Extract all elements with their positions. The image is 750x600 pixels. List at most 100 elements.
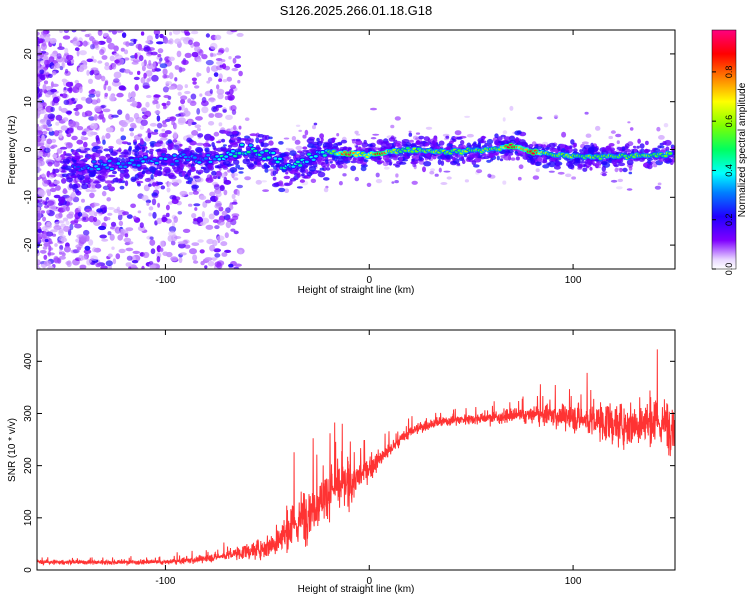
heatmap-noise-cell — [41, 134, 45, 142]
heatmap-noise-cell — [61, 60, 65, 68]
spectral-heatmap — [37, 30, 675, 269]
heatmap-noise-cell — [608, 135, 613, 140]
heatmap-noise-cell — [342, 164, 348, 169]
heatmap-band-cell — [584, 159, 589, 164]
heatmap-noise-cell — [162, 74, 168, 79]
heatmap-noise-cell — [68, 86, 73, 94]
heatmap-noise-cell — [93, 114, 98, 121]
heatmap-noise-cell — [74, 223, 82, 229]
heatmap-noise-cell — [113, 71, 122, 79]
heatmap-band-cell — [483, 155, 490, 160]
heatmap-band-cell — [503, 136, 511, 141]
heatmap-noise-cell — [88, 78, 93, 85]
heatmap-noise-cell — [120, 121, 128, 128]
heatmap-noise-cell — [146, 202, 150, 206]
heatmap-noise-cell — [91, 142, 99, 148]
heatmap-noise-cell — [53, 180, 60, 185]
heatmap-band-cell — [639, 143, 645, 149]
heatmap-noise-cell — [45, 188, 52, 194]
heatmap-noise-cell — [156, 115, 161, 122]
heatmap-noise-cell — [193, 218, 198, 222]
y-tick-label: 300 — [23, 405, 34, 422]
heatmap-band-cell — [410, 161, 418, 165]
heatmap-noise-cell — [40, 60, 45, 64]
heatmap-band-cell — [211, 170, 217, 176]
heatmap-band-cell — [554, 161, 561, 167]
heatmap-noise-cell — [196, 216, 203, 224]
heatmap-noise-cell — [197, 239, 204, 243]
heatmap-noise-cell — [236, 189, 240, 197]
heatmap-noise-cell — [101, 238, 109, 242]
heatmap-noise-cell — [113, 45, 119, 52]
heatmap-band-cell — [352, 156, 361, 161]
y-tick-label: 20 — [23, 48, 34, 60]
heatmap-band-cell — [108, 174, 116, 178]
heatmap-noise-cell — [584, 111, 589, 115]
heatmap-noise-cell — [125, 113, 130, 121]
heatmap-noise-cell — [295, 145, 303, 151]
heatmap-band-cell — [161, 132, 168, 138]
heatmap-noise-cell — [78, 66, 85, 73]
heatmap-band-cell — [68, 169, 74, 173]
heatmap-ridge-cell — [266, 156, 271, 159]
heatmap-noise-cell — [53, 161, 60, 168]
spectrogram-frame — [36, 29, 676, 270]
heatmap-band-cell — [243, 138, 248, 141]
heatmap-noise-cell — [51, 138, 57, 143]
heatmap-noise-cell — [111, 63, 117, 70]
heatmap-noise-cell — [151, 198, 157, 206]
heatmap-band-cell — [389, 161, 392, 166]
heatmap-noise-cell — [213, 72, 219, 77]
heatmap-noise-cell — [338, 181, 343, 186]
heatmap-noise-cell — [214, 34, 222, 41]
heatmap-noise-cell — [129, 71, 133, 75]
heatmap-noise-cell — [37, 77, 40, 83]
heatmap-band-cell — [163, 173, 171, 177]
heatmap-band-cell — [418, 135, 425, 140]
heatmap-band-cell — [95, 183, 102, 189]
heatmap-band-cell — [611, 159, 617, 165]
heatmap-band-cell — [302, 146, 308, 150]
heatmap-band-cell — [139, 140, 145, 145]
heatmap-noise-cell — [130, 103, 137, 107]
heatmap-noise-cell — [141, 265, 145, 269]
heatmap-band-cell — [202, 142, 211, 147]
heatmap-band-cell — [278, 180, 284, 187]
heatmap-band-cell — [619, 168, 623, 173]
heatmap-noise-cell — [535, 168, 540, 173]
heatmap-noise-cell — [142, 251, 150, 259]
heatmap-noise-cell — [231, 201, 238, 205]
heatmap-band-cell — [537, 156, 543, 162]
heatmap-band-cell — [452, 156, 456, 161]
heatmap-noise-cell — [46, 138, 53, 145]
heatmap-ridge-cell — [163, 157, 168, 160]
heatmap-noise-cell — [62, 217, 69, 222]
heatmap-noise-cell — [238, 70, 243, 77]
heatmap-noise-cell — [62, 35, 71, 40]
heatmap-noise-cell — [51, 71, 57, 76]
heatmap-band-cell — [238, 171, 244, 174]
heatmap-band-cell — [71, 183, 78, 190]
heatmap-band-cell — [272, 182, 280, 188]
heatmap-band-cell — [134, 154, 138, 157]
heatmap-noise-cell — [149, 264, 156, 269]
heatmap-band-cell — [327, 142, 333, 148]
heatmap-noise-cell — [97, 114, 104, 120]
heatmap-band-cell — [579, 149, 583, 153]
heatmap-noise-cell — [81, 131, 87, 136]
heatmap-band-cell — [260, 141, 265, 147]
heatmap-noise-cell — [212, 219, 219, 224]
heatmap-noise-cell — [205, 224, 214, 230]
heatmap-ridge-cell — [313, 155, 318, 158]
heatmap-noise-cell — [139, 124, 145, 130]
heatmap-band-cell — [279, 153, 287, 158]
heatmap-band-cell — [108, 147, 114, 153]
heatmap-band-cell — [230, 163, 234, 166]
heatmap-ridge-cell — [143, 156, 148, 159]
heatmap-noise-cell — [151, 192, 158, 197]
heatmap-noise-cell — [205, 59, 214, 66]
heatmap-noise-cell — [656, 126, 661, 132]
heatmap-noise-cell — [228, 263, 234, 268]
heatmap-noise-cell — [219, 64, 224, 68]
heatmap-noise-cell — [66, 59, 72, 66]
